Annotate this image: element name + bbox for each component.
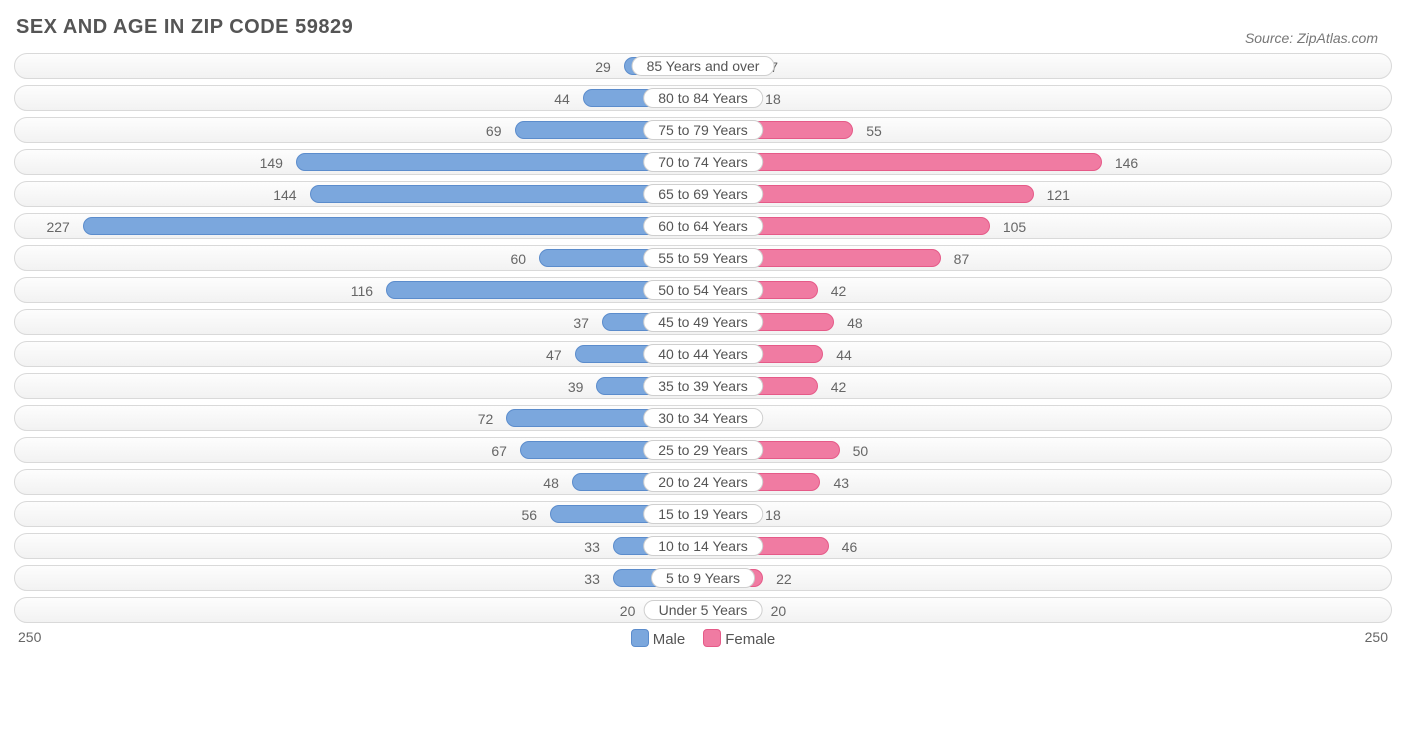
- category-pill: 65 to 69 Years: [643, 184, 763, 204]
- pyramid-row: 33 22 5 to 9 Years: [14, 565, 1392, 591]
- pyramid-row: 56 1815 to 19 Years: [14, 501, 1392, 527]
- legend-female-swatch: [703, 629, 721, 647]
- category-pill: 5 to 9 Years: [651, 568, 755, 588]
- female-value: 18: [765, 86, 781, 112]
- category-pill: 35 to 39 Years: [643, 376, 763, 396]
- category-pill: 10 to 14 Years: [643, 536, 763, 556]
- female-value: 121: [1047, 182, 1070, 208]
- female-value: 48: [847, 310, 863, 336]
- category-pill: 75 to 79 Years: [643, 120, 763, 140]
- male-value: 33: [584, 534, 600, 560]
- category-pill: 50 to 54 Years: [643, 280, 763, 300]
- male-value: 47: [546, 342, 562, 368]
- male-value: 39: [568, 374, 584, 400]
- female-value: 105: [1003, 214, 1026, 240]
- axis-max-left: 250: [18, 629, 41, 645]
- pyramid-row: 67 50 25 to 29 Years: [14, 437, 1392, 463]
- female-value: 20: [771, 598, 787, 624]
- male-value: 48: [543, 470, 559, 496]
- legend-male: Male: [631, 629, 686, 648]
- male-value: 144: [273, 182, 296, 208]
- category-pill: 80 to 84 Years: [643, 88, 763, 108]
- pyramid-row: 227 105 60 to 64 Years: [14, 213, 1392, 239]
- male-value: 60: [511, 246, 527, 272]
- pyramid-row: 47 44 40 to 44 Years: [14, 341, 1392, 367]
- male-value: 37: [573, 310, 589, 336]
- male-value: 29: [595, 54, 611, 80]
- male-value: 44: [554, 86, 570, 112]
- pyramid-row: 60 87 55 to 59 Years: [14, 245, 1392, 271]
- category-pill: 20 to 24 Years: [643, 472, 763, 492]
- female-value: 42: [831, 374, 847, 400]
- category-pill: 40 to 44 Years: [643, 344, 763, 364]
- male-value: 227: [46, 214, 69, 240]
- source-attribution: Source: ZipAtlas.com: [1245, 30, 1378, 46]
- pyramid-row: 116 42 50 to 54 Years: [14, 277, 1392, 303]
- female-value: 146: [1115, 150, 1138, 176]
- chart-rows: 291785 Years and over441880 to 84 Years6…: [10, 53, 1396, 623]
- category-pill: 85 Years and over: [632, 56, 775, 76]
- pyramid-row: 72530 to 34 Years: [14, 405, 1392, 431]
- male-value: 56: [521, 502, 537, 528]
- male-value: 149: [260, 150, 283, 176]
- female-value: 55: [866, 118, 882, 144]
- pyramid-row: 20 20 Under 5 Years: [14, 597, 1392, 623]
- male-bar: [83, 217, 703, 235]
- legend-male-swatch: [631, 629, 649, 647]
- female-value: 18: [765, 502, 781, 528]
- axis-row: 250 250 Male Female: [10, 629, 1396, 651]
- category-pill: Under 5 Years: [644, 600, 763, 620]
- female-value: 46: [842, 534, 858, 560]
- legend-male-label: Male: [653, 631, 686, 648]
- category-pill: 30 to 34 Years: [643, 408, 763, 428]
- pyramid-row: 39 42 35 to 39 Years: [14, 373, 1392, 399]
- female-bar: [703, 153, 1102, 171]
- male-value: 20: [620, 598, 636, 624]
- female-value: 22: [776, 566, 792, 592]
- female-value: 43: [833, 470, 849, 496]
- pyramid-row: 48 43 20 to 24 Years: [14, 469, 1392, 495]
- category-pill: 45 to 49 Years: [643, 312, 763, 332]
- pyramid-row: 33 46 10 to 14 Years: [14, 533, 1392, 559]
- pyramid-row: 44 1880 to 84 Years: [14, 85, 1392, 111]
- legend-female: Female: [703, 629, 775, 648]
- female-value: 87: [954, 246, 970, 272]
- male-value: 33: [584, 566, 600, 592]
- male-value: 116: [351, 278, 373, 304]
- female-value: 44: [836, 342, 852, 368]
- legend-female-label: Female: [725, 631, 775, 648]
- male-value: 69: [486, 118, 502, 144]
- category-pill: 70 to 74 Years: [643, 152, 763, 172]
- chart-title: SEX AND AGE IN ZIP CODE 59829: [16, 16, 1396, 39]
- category-pill: 55 to 59 Years: [643, 248, 763, 268]
- female-value: 50: [853, 438, 869, 464]
- axis-max-right: 250: [1365, 629, 1388, 645]
- legend: Male Female: [10, 629, 1396, 648]
- female-value: 42: [831, 278, 847, 304]
- pyramid-row: 149 146 70 to 74 Years: [14, 149, 1392, 175]
- pyramid-row: 69 55 75 to 79 Years: [14, 117, 1392, 143]
- male-value: 67: [491, 438, 507, 464]
- pyramid-row: 144 121 65 to 69 Years: [14, 181, 1392, 207]
- male-value: 72: [478, 406, 494, 432]
- category-pill: 15 to 19 Years: [643, 504, 763, 524]
- male-bar: [296, 153, 703, 171]
- category-pill: 60 to 64 Years: [643, 216, 763, 236]
- pyramid-row: 291785 Years and over: [14, 53, 1392, 79]
- pyramid-row: 37 48 45 to 49 Years: [14, 309, 1392, 335]
- category-pill: 25 to 29 Years: [643, 440, 763, 460]
